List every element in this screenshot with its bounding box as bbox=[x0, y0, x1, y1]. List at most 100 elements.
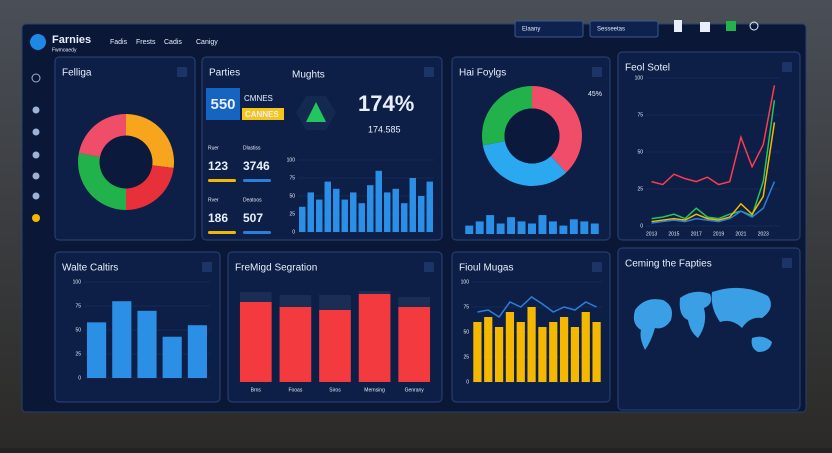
panel-title: Feol Sotel bbox=[625, 63, 670, 74]
sidebar bbox=[31, 73, 41, 222]
stat-value: 186 bbox=[208, 211, 228, 225]
panel-menu bbox=[424, 67, 434, 77]
y-tick-label: 75 bbox=[463, 304, 469, 310]
panel-title: Felliga bbox=[62, 68, 92, 79]
bar bbox=[590, 223, 599, 234]
panel-menu bbox=[177, 67, 187, 77]
badge-line: CANNES bbox=[245, 110, 279, 119]
stat-label: Dlastiss bbox=[243, 145, 261, 151]
bar bbox=[409, 178, 416, 232]
filter-select[interactable] bbox=[589, 20, 659, 38]
y-tick-label: 100 bbox=[635, 75, 644, 81]
logo bbox=[30, 34, 46, 50]
panel bbox=[201, 56, 443, 241]
donut-segment bbox=[78, 114, 126, 158]
bar bbox=[528, 223, 536, 234]
bar bbox=[486, 215, 495, 234]
bar bbox=[162, 336, 182, 378]
bar bbox=[112, 301, 132, 378]
stat-value: 507 bbox=[243, 211, 263, 225]
bar bbox=[316, 199, 323, 232]
bar bbox=[581, 312, 590, 382]
bar bbox=[484, 317, 493, 382]
search-icon[interactable] bbox=[749, 21, 759, 31]
icon[interactable] bbox=[700, 22, 710, 32]
donut-segment bbox=[78, 153, 126, 210]
bar bbox=[375, 170, 382, 232]
bar bbox=[516, 322, 525, 382]
bar bbox=[473, 322, 482, 382]
stat-progress bbox=[208, 231, 236, 234]
bar bbox=[507, 217, 516, 234]
line bbox=[651, 181, 776, 224]
kpi-sub: 174.585 bbox=[368, 124, 401, 134]
line bbox=[651, 122, 776, 223]
donut-segment bbox=[126, 165, 174, 210]
panel-title: FreMigd Segration bbox=[235, 263, 317, 274]
y-tick-label: 50 bbox=[637, 149, 643, 155]
y-tick-label: 0 bbox=[466, 379, 469, 385]
x-tick-label: Genrany bbox=[405, 387, 425, 393]
panel-menu bbox=[782, 258, 792, 268]
y-tick-label: 0 bbox=[78, 375, 81, 381]
y-tick-label: 25 bbox=[637, 186, 643, 192]
badge-highlight bbox=[242, 108, 284, 120]
stat-label: Deatoos bbox=[243, 197, 262, 203]
panel-title: Hai Foylgs bbox=[459, 68, 506, 79]
y-tick-label: 100 bbox=[461, 279, 470, 285]
bar-segment bbox=[398, 297, 431, 307]
bar bbox=[517, 221, 526, 234]
stat-label: Rver bbox=[208, 197, 219, 203]
panel bbox=[617, 247, 801, 411]
y-tick-label: 75 bbox=[637, 112, 643, 118]
bar-segment bbox=[239, 302, 272, 382]
bar-segment bbox=[239, 292, 272, 302]
icon[interactable] bbox=[674, 20, 682, 32]
stat-progress bbox=[243, 179, 271, 182]
bar-segment bbox=[358, 294, 391, 382]
bar bbox=[569, 219, 578, 234]
nav-item[interactable]: Cadis bbox=[164, 39, 182, 46]
stat-label: Ruer bbox=[208, 145, 219, 151]
x-tick-label: 2021 bbox=[735, 231, 746, 237]
nav-item[interactable]: Fadis bbox=[110, 39, 128, 46]
kpi-value: 174% bbox=[358, 91, 414, 116]
nav-item[interactable]: Canigy bbox=[196, 39, 218, 46]
bar bbox=[384, 192, 391, 232]
bar bbox=[358, 203, 365, 232]
bar-segment bbox=[358, 291, 391, 294]
panel-subtitle: Mughts bbox=[292, 70, 325, 81]
bar bbox=[137, 310, 157, 378]
bar bbox=[465, 225, 474, 234]
y-tick-label: 75 bbox=[289, 175, 295, 181]
bar bbox=[549, 322, 558, 382]
bar-segment bbox=[279, 307, 312, 382]
bar bbox=[592, 322, 601, 382]
badge bbox=[206, 88, 240, 120]
bar bbox=[548, 221, 557, 234]
bar bbox=[527, 307, 536, 382]
x-tick-label: Fooas bbox=[288, 387, 302, 393]
bar-segment bbox=[319, 310, 351, 382]
panel-title: Ceming the Fapties bbox=[625, 259, 712, 270]
bar bbox=[392, 188, 399, 232]
panel-menu bbox=[782, 62, 792, 72]
x-tick-label: 2015 bbox=[668, 231, 679, 237]
stat-value: 3746 bbox=[243, 159, 270, 173]
bar bbox=[538, 215, 547, 234]
nav-item[interactable]: Frests bbox=[136, 39, 156, 46]
donut-hole bbox=[99, 135, 153, 189]
filter-select[interactable] bbox=[514, 20, 584, 38]
donut-hole bbox=[504, 108, 560, 164]
bar bbox=[475, 221, 484, 234]
y-tick-label: 25 bbox=[75, 351, 81, 357]
bar bbox=[570, 327, 580, 382]
brand: Farnies bbox=[52, 34, 91, 46]
bar bbox=[350, 192, 357, 232]
icon[interactable] bbox=[726, 21, 736, 31]
x-tick-label: Brns bbox=[251, 387, 262, 393]
world-map bbox=[633, 287, 772, 352]
filter-label: Sesseetas bbox=[597, 27, 625, 33]
badge-line: CMNES bbox=[244, 94, 273, 103]
x-tick-label: 2017 bbox=[691, 231, 702, 237]
